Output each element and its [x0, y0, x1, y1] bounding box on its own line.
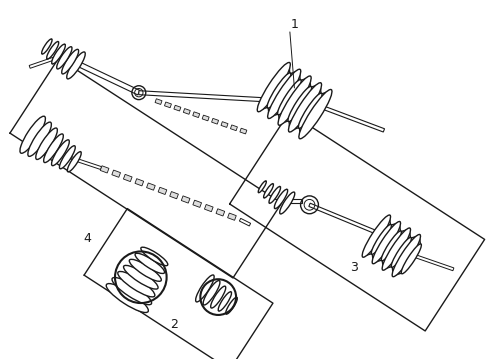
Polygon shape	[100, 166, 109, 173]
Ellipse shape	[280, 192, 295, 214]
Ellipse shape	[278, 76, 311, 125]
Polygon shape	[123, 174, 132, 181]
Ellipse shape	[381, 231, 401, 261]
Ellipse shape	[36, 128, 57, 159]
Ellipse shape	[135, 253, 165, 274]
Polygon shape	[112, 170, 121, 177]
Ellipse shape	[129, 259, 161, 281]
Ellipse shape	[401, 244, 421, 274]
Ellipse shape	[141, 247, 168, 266]
Polygon shape	[193, 112, 200, 118]
Ellipse shape	[289, 83, 321, 132]
Polygon shape	[309, 203, 390, 239]
Ellipse shape	[62, 49, 78, 74]
Polygon shape	[240, 219, 250, 226]
Polygon shape	[158, 187, 167, 194]
Ellipse shape	[67, 52, 85, 79]
Text: 1: 1	[291, 18, 298, 31]
Polygon shape	[147, 183, 155, 190]
Ellipse shape	[268, 69, 301, 118]
Polygon shape	[165, 102, 172, 108]
Text: 4: 4	[83, 233, 91, 246]
Polygon shape	[240, 128, 247, 134]
Ellipse shape	[278, 80, 301, 115]
Polygon shape	[170, 192, 178, 199]
Text: 3: 3	[350, 261, 358, 274]
Ellipse shape	[51, 44, 65, 64]
Polygon shape	[71, 157, 101, 170]
Polygon shape	[193, 200, 201, 207]
Polygon shape	[174, 105, 181, 111]
Polygon shape	[204, 204, 213, 212]
Ellipse shape	[51, 140, 69, 166]
Ellipse shape	[371, 224, 392, 254]
Ellipse shape	[42, 39, 52, 54]
Ellipse shape	[362, 215, 391, 257]
Polygon shape	[227, 213, 236, 220]
Polygon shape	[230, 125, 238, 131]
Ellipse shape	[288, 86, 312, 122]
Ellipse shape	[28, 122, 51, 156]
Polygon shape	[212, 118, 219, 124]
Polygon shape	[60, 54, 140, 95]
Ellipse shape	[299, 90, 332, 139]
Polygon shape	[401, 250, 454, 271]
Polygon shape	[29, 55, 62, 68]
Ellipse shape	[211, 286, 226, 308]
Ellipse shape	[269, 186, 281, 203]
Ellipse shape	[118, 271, 155, 297]
Ellipse shape	[267, 73, 291, 108]
Ellipse shape	[218, 292, 232, 311]
Polygon shape	[181, 196, 190, 203]
Ellipse shape	[112, 278, 151, 305]
Polygon shape	[304, 99, 385, 132]
Ellipse shape	[203, 280, 220, 305]
Ellipse shape	[274, 189, 288, 209]
Polygon shape	[221, 122, 228, 127]
Polygon shape	[155, 99, 162, 104]
Ellipse shape	[196, 275, 214, 302]
Ellipse shape	[264, 184, 273, 198]
Polygon shape	[287, 199, 301, 203]
Ellipse shape	[258, 181, 267, 193]
Ellipse shape	[59, 146, 75, 169]
Ellipse shape	[298, 93, 322, 129]
Ellipse shape	[226, 297, 237, 314]
Ellipse shape	[382, 228, 411, 270]
Polygon shape	[216, 209, 225, 216]
Ellipse shape	[44, 134, 63, 163]
Polygon shape	[202, 115, 209, 121]
Text: 2: 2	[171, 318, 178, 331]
Ellipse shape	[392, 234, 420, 277]
Polygon shape	[183, 109, 190, 114]
Ellipse shape	[20, 116, 46, 153]
Ellipse shape	[123, 265, 158, 289]
Polygon shape	[139, 91, 280, 103]
Ellipse shape	[392, 237, 412, 267]
Polygon shape	[135, 179, 144, 186]
Ellipse shape	[57, 47, 72, 69]
Ellipse shape	[47, 41, 59, 59]
Ellipse shape	[67, 152, 81, 172]
Ellipse shape	[372, 221, 400, 264]
Ellipse shape	[106, 284, 148, 312]
Ellipse shape	[257, 62, 291, 112]
